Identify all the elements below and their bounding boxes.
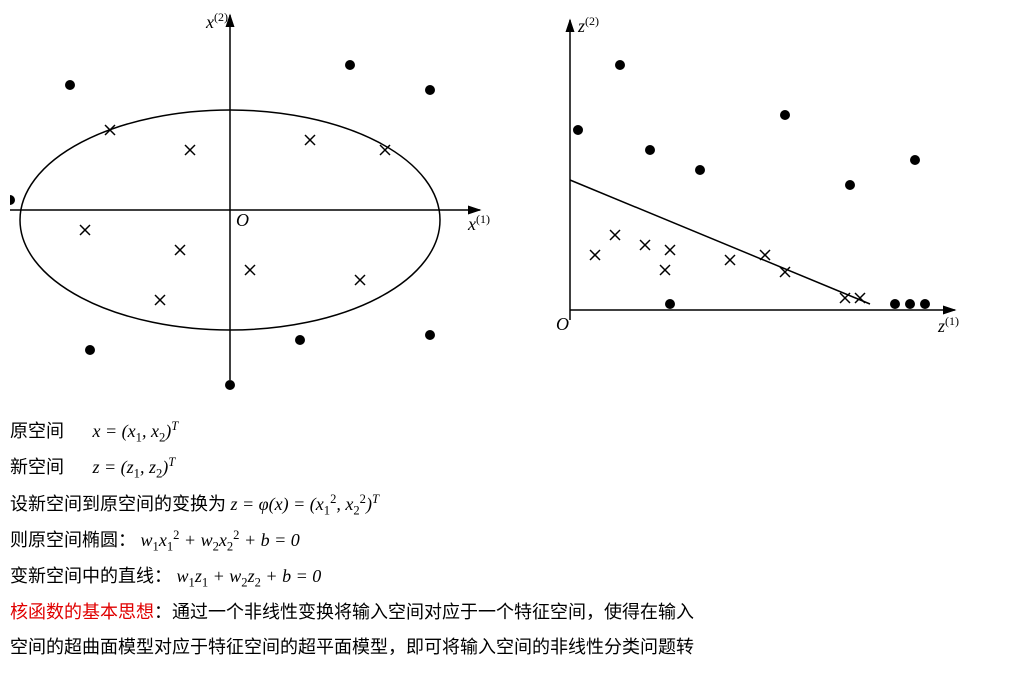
text-transform-pre: 设新空间到原空间的变换为: [10, 494, 231, 514]
right-plot-svg: O z(1) z(2): [530, 10, 970, 350]
text-ellipse-pre: 则原空间椭圆：: [10, 530, 141, 550]
origin-label: O: [236, 210, 249, 230]
line-kernel-idea-2: 空间的超曲面模型对应于特征空间的超平面模型，即可将输入空间的非线性分类问题转: [10, 631, 1014, 663]
line-original-space: 原空间 x = (x1, x2)T: [10, 415, 1014, 449]
line-linear: 变新空间中的直线： w1z1 + w2z2 + b = 0: [10, 560, 1014, 594]
eq-ellipse: w1x12 + w2x22 + b = 0: [141, 530, 300, 550]
dot-points: [573, 60, 930, 309]
y-axis-label: z(2): [577, 14, 599, 36]
origin-label: O: [556, 314, 569, 334]
label-new: 新空间: [10, 457, 64, 477]
line-new-space: 新空间 z = (z1, z2)T: [10, 451, 1014, 485]
eq-linear: w1z1 + w2z2 + b = 0: [177, 566, 322, 586]
line-kernel-idea-1: 核函数的基本思想：通过一个非线性变换将输入空间对应于一个特征空间，使得在输入: [10, 596, 1014, 628]
kernel-idea-rest: ：通过一个非线性变换将输入空间对应于一个特征空间，使得在输入: [154, 602, 694, 622]
left-plot-svg: O x(1) x(2): [10, 10, 490, 390]
figures-row: O x(1) x(2): [10, 10, 1014, 395]
line-ellipse: 则原空间椭圆： w1x12 + w2x22 + b = 0: [10, 524, 1014, 558]
separating-line: [570, 180, 870, 304]
eq-new: z = (z1, z2)T: [93, 457, 176, 477]
kernel-idea-line2: 空间的超曲面模型对应于特征空间的超平面模型，即可将输入空间的非线性分类问题转: [10, 637, 694, 657]
right-plot: O z(1) z(2): [530, 10, 970, 355]
cross-points: [590, 230, 865, 303]
kernel-idea-title: 核函数的基本思想: [10, 602, 154, 622]
x-axis-label: z(1): [937, 314, 959, 336]
line-transform: 设新空间到原空间的变换为 z = φ(x) = (x12, x22)T: [10, 488, 1014, 522]
x-axis-label: x(1): [467, 212, 490, 234]
text-linear-pre: 变新空间中的直线：: [10, 566, 177, 586]
text-block: 原空间 x = (x1, x2)T 新空间 z = (z1, z2)T 设新空间…: [10, 415, 1014, 663]
y-axis-label: x(2): [205, 10, 228, 32]
eq-transform: z = φ(x) = (x12, x22)T: [231, 494, 379, 514]
cross-points: [80, 125, 390, 305]
label-original: 原空间: [10, 421, 64, 441]
left-plot: O x(1) x(2): [10, 10, 490, 395]
eq-original: x = (x1, x2)T: [93, 421, 179, 441]
